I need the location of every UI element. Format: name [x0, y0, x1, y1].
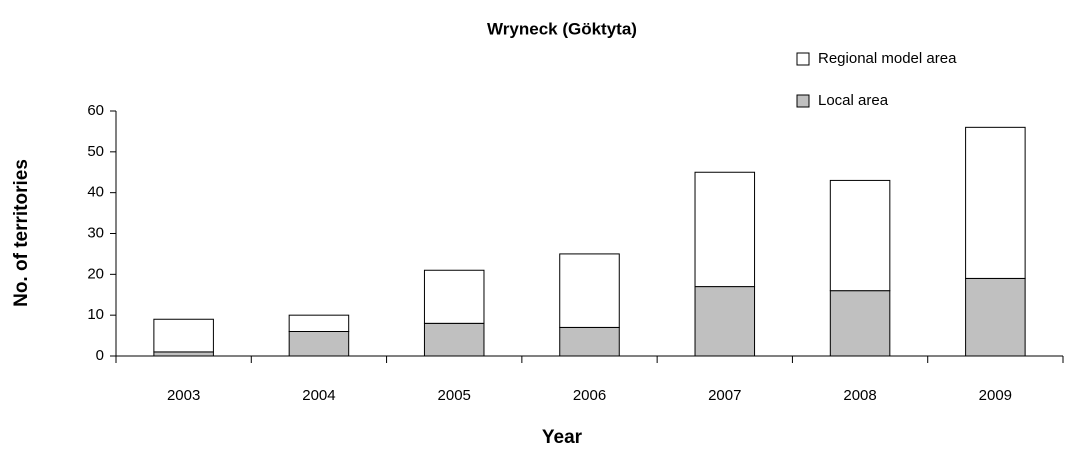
chart-title: Wryneck (Göktyta)	[487, 19, 637, 38]
bar-segment	[423, 269, 485, 324]
legend-label: Local area	[818, 92, 889, 109]
x-tick-label: 2006	[573, 387, 606, 404]
bar-segment	[694, 286, 756, 357]
x-tick-label: 2007	[708, 387, 741, 404]
y-tick-label: 40	[87, 184, 104, 201]
bar-segment	[153, 318, 214, 353]
legend-swatch	[796, 52, 810, 66]
x-tick-label: 2009	[979, 387, 1012, 404]
y-tick-label: 50	[87, 143, 104, 160]
legend-swatch	[796, 94, 810, 108]
y-axis-label: No. of territories	[11, 159, 32, 307]
bar-segment	[288, 314, 350, 332]
x-axis-label: Year	[542, 427, 583, 448]
bar-segment	[559, 326, 620, 357]
y-tick-label: 10	[87, 306, 104, 323]
bar-segment	[288, 331, 350, 357]
bar-segment	[965, 277, 1026, 357]
bar-segment	[694, 171, 756, 288]
x-tick-label: 2008	[843, 387, 876, 404]
x-tick-label: 2004	[302, 387, 335, 404]
bar-segment	[965, 126, 1026, 279]
bar-segment	[829, 179, 891, 292]
y-tick-label: 20	[87, 265, 104, 282]
x-tick-label: 2003	[167, 387, 200, 404]
x-tick-label: 2005	[438, 387, 471, 404]
bar-segment	[153, 351, 214, 357]
y-tick-label: 30	[87, 224, 104, 241]
bar-segment	[559, 253, 620, 328]
y-tick-label: 60	[87, 102, 104, 119]
legend-label: Regional model area	[818, 50, 957, 67]
bar-segment	[829, 290, 891, 357]
y-tick-label: 0	[96, 347, 104, 364]
bar-segment	[423, 322, 485, 357]
